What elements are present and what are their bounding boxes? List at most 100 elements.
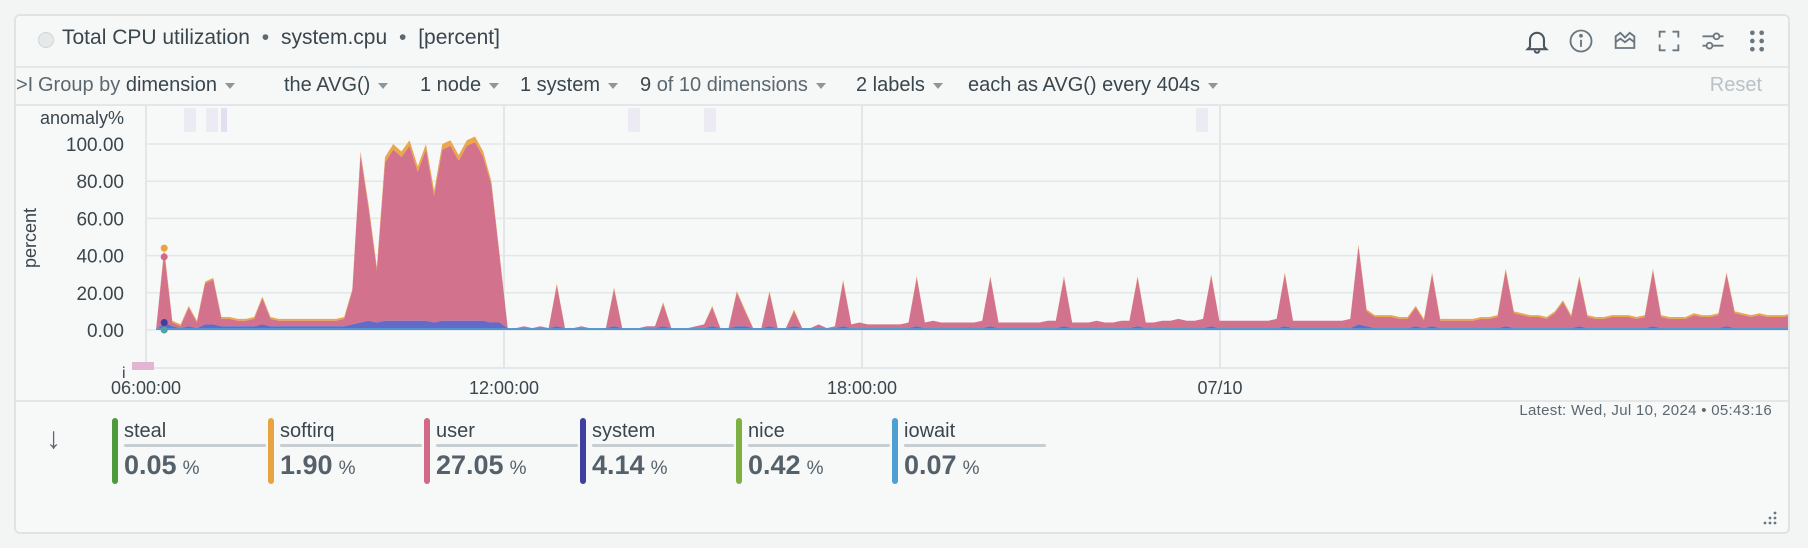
labels-value: 2 labels (856, 74, 925, 96)
x-tick-label: 18:00:00 (827, 378, 897, 398)
dimensions-selector[interactable]: 9 of 10 dimensions (640, 74, 826, 97)
chart-header: Total CPU utilization • system.cpu • [pe… (16, 16, 1788, 68)
legend-unit: % (806, 458, 824, 479)
legend-underline (592, 444, 734, 447)
legend-number: 0.05 (124, 450, 177, 480)
resize-handle-icon[interactable] (1760, 510, 1778, 528)
reset-button[interactable]: Reset (1709, 74, 1762, 96)
chevron-down-icon (489, 82, 500, 89)
labels-selector[interactable]: 2 labels (856, 74, 943, 97)
chevron-down-icon (608, 82, 619, 89)
anomaly-mark (628, 108, 640, 132)
settings-icon[interactable] (1696, 24, 1730, 58)
chart-plot-area[interactable]: 100.00 80.00 60.00 40.00 20.00 0.00 anomaly% pe… (16, 106, 1788, 398)
anomaly-icon[interactable] (1608, 24, 1642, 58)
instances-value: 1 system (520, 74, 601, 96)
legend-item-iowait[interactable]: iowait 0.07% (892, 418, 1052, 484)
chevron-down-icon (378, 82, 389, 89)
legend-name: softirq (280, 420, 335, 442)
y-tick-label: 40.00 (76, 247, 124, 268)
y-tick-label: 0.00 (87, 321, 124, 342)
legend-item-softirq[interactable]: softirq 1.90% (268, 418, 428, 484)
y-axis-label: percent (20, 208, 40, 268)
chart-toolbar: >I Group by dimension the AVG() 1 node 1… (16, 68, 1788, 106)
chart-title-text: Total CPU utilization (62, 26, 250, 49)
title-separator: • (261, 26, 270, 49)
legend-number: 1.90 (280, 450, 333, 480)
y-tick-label: 60.00 (76, 209, 124, 230)
legend-color-bar (736, 418, 742, 484)
chart-status-icon (38, 32, 54, 48)
legend-unit: % (650, 458, 668, 479)
chart-title: Total CPU utilization • system.cpu • [pe… (62, 26, 500, 50)
legend-value: 0.05% (124, 450, 199, 481)
highlight-marker (132, 362, 154, 370)
info-marker: i (122, 365, 126, 382)
data-point-user (160, 253, 168, 261)
legend-number: 27.05 (436, 450, 504, 480)
legend-underline (904, 444, 1046, 447)
legend-underline (280, 444, 422, 447)
group-by-label: Group by (38, 74, 121, 96)
anomaly-mark (221, 108, 227, 132)
legend-unit: % (182, 458, 200, 479)
bell-icon[interactable] (1520, 24, 1554, 58)
aggregation-selector[interactable]: the AVG() (284, 74, 389, 97)
chevron-down-icon (225, 82, 235, 89)
anomaly-mark (1196, 108, 1208, 132)
instances-selector[interactable]: 1 system (520, 74, 619, 97)
info-icon[interactable] (1564, 24, 1598, 58)
drag-icon[interactable] (1740, 24, 1774, 58)
legend-value: 1.90% (280, 450, 355, 481)
chart-units: [percent] (418, 26, 500, 49)
legend-value: 27.05% (436, 450, 526, 481)
legend-item-system[interactable]: system 4.14% (580, 418, 740, 484)
title-separator: • (399, 26, 407, 49)
group-by-selector[interactable]: Group by dimension (38, 74, 235, 97)
dimensions-count: 9 (640, 74, 652, 96)
legend-number: 4.14 (592, 450, 645, 480)
anomaly-mark (206, 108, 218, 132)
legend-unit: % (509, 458, 527, 479)
legend-underline (436, 444, 578, 447)
legend-underline (124, 444, 266, 447)
legend-name: user (436, 420, 475, 442)
legend-area: ↓ Latest: Wed, Jul 10, 2024 • 05:43:16 s… (16, 400, 1788, 532)
time-aggregation-value: each as AVG() every 404s (968, 74, 1200, 96)
nodes-selector[interactable]: 1 node (420, 74, 500, 97)
y-tick-label: 80.00 (76, 172, 124, 193)
x-tick-label: 06:00:00 (111, 378, 181, 398)
legend-color-bar (424, 418, 430, 484)
header-icons (1520, 24, 1774, 58)
data-point-softirq (160, 244, 168, 252)
area-chart[interactable]: 100.00 80.00 60.00 40.00 20.00 0.00 anomaly% pe… (16, 106, 1790, 398)
x-tick-label: 07/10 (1197, 378, 1242, 398)
anomaly-mark (184, 108, 196, 132)
aggregation-value: the AVG() (284, 74, 371, 96)
chevron-down-icon (932, 82, 943, 89)
anomaly-mark (704, 108, 716, 132)
legend-color-bar (112, 418, 118, 484)
chevron-down-icon (1207, 82, 1218, 89)
legend-item-nice[interactable]: nice 0.42% (736, 418, 896, 484)
legend-name: nice (748, 420, 785, 442)
data-point-system (160, 319, 168, 327)
legend-item-user[interactable]: user 27.05% (424, 418, 584, 484)
legend-unit: % (338, 458, 356, 479)
arrow-down-icon[interactable]: ↓ (46, 422, 61, 455)
chart-card: Total CPU utilization • system.cpu • [pe… (14, 14, 1790, 534)
y-tick-label: 100.00 (66, 135, 124, 156)
legend-underline (748, 444, 890, 447)
legend-name: steal (124, 420, 167, 442)
group-by-value: dimension (125, 74, 217, 96)
legend-name: system (592, 420, 656, 442)
expand-toggle[interactable]: >I (16, 74, 34, 96)
legend-value: 0.07% (904, 450, 979, 481)
legend-number: 0.07 (904, 450, 957, 480)
legend-value: 4.14% (592, 450, 667, 481)
legend-unit: % (962, 458, 980, 479)
fullscreen-icon[interactable] (1652, 24, 1686, 58)
legend-value: 0.42% (748, 450, 823, 481)
time-aggregation-selector[interactable]: each as AVG() every 404s (968, 74, 1218, 97)
legend-item-steal[interactable]: steal 0.05% (112, 418, 272, 484)
